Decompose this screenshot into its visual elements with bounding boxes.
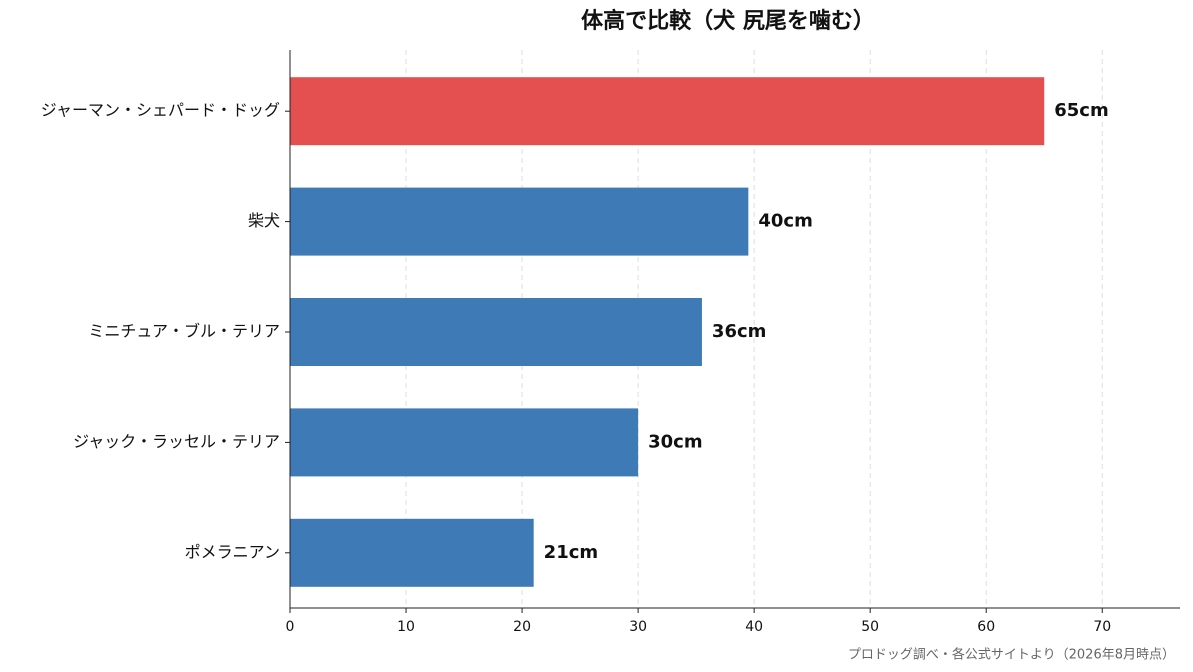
bar <box>290 518 534 587</box>
source-note: プロドッグ調べ・各公式サイトより（2026年8月時点） <box>848 647 1175 663</box>
bar <box>290 408 639 477</box>
y-tick-label: ポメラニアン <box>185 542 280 561</box>
x-tick-label: 20 <box>513 619 531 635</box>
bar <box>290 77 1045 146</box>
y-tick-label: ジャーマン・シェパード・ドッグ <box>41 101 280 120</box>
bar <box>290 298 702 366</box>
chart-title: 体高で比較（犬 尻尾を噛む） <box>581 8 875 34</box>
x-tick-label: 30 <box>629 619 647 635</box>
value-label: 65cm <box>1054 100 1108 121</box>
y-tick-label: ジャック・ラッセル・テリア <box>73 432 280 451</box>
x-tick-label: 60 <box>977 619 995 635</box>
value-label: 30cm <box>648 431 702 452</box>
bar <box>290 187 749 256</box>
x-tick-label: 40 <box>745 619 763 635</box>
value-label: 21cm <box>544 542 598 563</box>
y-tick-label: ミニチュア・ブル・テリア <box>88 322 280 341</box>
value-label: 36cm <box>712 321 766 342</box>
x-tick-label: 70 <box>1093 619 1111 635</box>
y-tick-label: 柴犬 <box>248 211 280 230</box>
x-tick-label: 0 <box>286 619 295 635</box>
value-label: 40cm <box>758 211 812 232</box>
x-tick-label: 50 <box>861 619 879 635</box>
x-tick-label: 10 <box>397 619 415 635</box>
